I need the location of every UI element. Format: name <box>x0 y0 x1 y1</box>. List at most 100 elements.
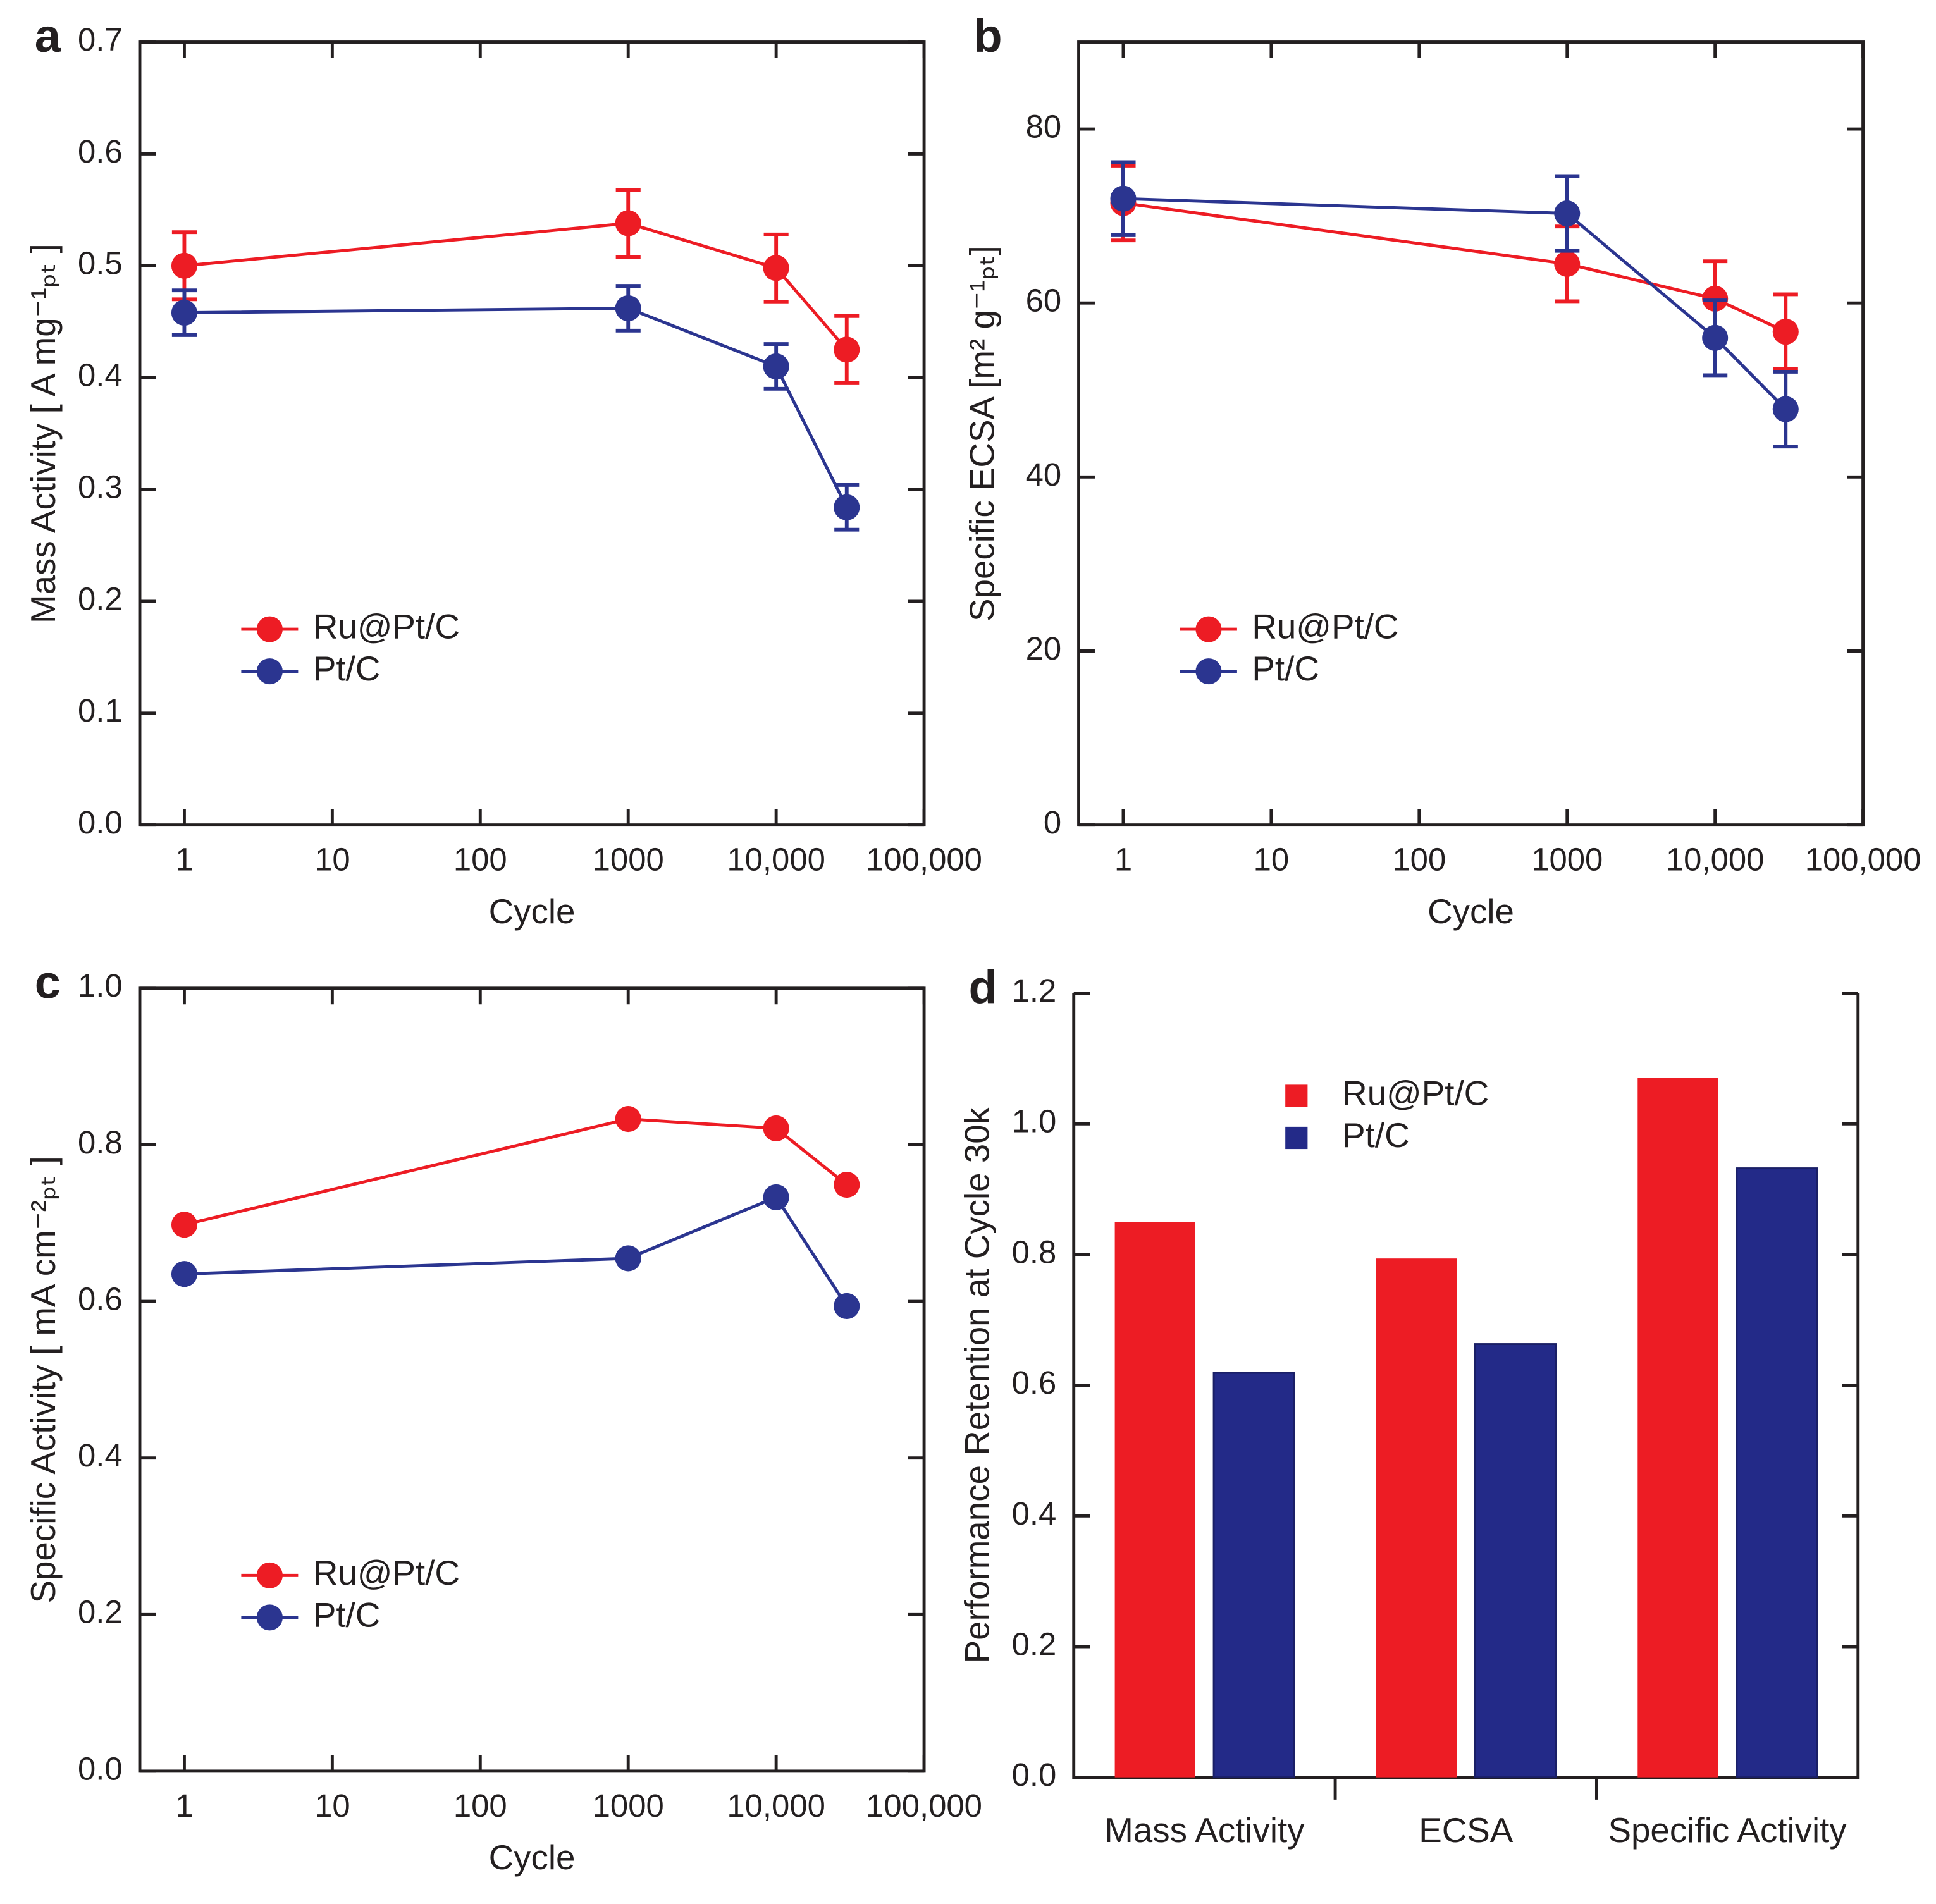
data-point <box>1772 396 1799 422</box>
data-point <box>615 1245 641 1272</box>
x-axis-title: Cycle <box>489 1838 576 1877</box>
y-tick-label: 1.0 <box>1012 1103 1057 1139</box>
y-tick-label: 0.0 <box>78 1750 123 1786</box>
x-tick-label: 10 <box>314 1788 350 1824</box>
x-tick-label: Specific Activity <box>1608 1810 1847 1850</box>
data-point <box>1772 319 1799 345</box>
y-tick-label: 40 <box>1026 457 1062 493</box>
data-point <box>834 336 860 363</box>
legend-marker <box>256 1562 283 1588</box>
data-point <box>834 1293 860 1320</box>
x-tick-label: 100,000 <box>866 842 982 878</box>
y-tick-label: 20 <box>1026 630 1062 666</box>
x-tick-label: 10,000 <box>727 1788 825 1824</box>
y-tick-label: 0.4 <box>78 357 123 393</box>
panel-letter: c <box>35 956 61 1009</box>
series-line <box>183 1117 848 1227</box>
x-tick-label: 10 <box>314 842 350 878</box>
x-tick-label: 100 <box>453 1788 507 1824</box>
y-tick-label: 0.8 <box>1012 1234 1057 1270</box>
y-tick-label: 0.0 <box>78 804 123 840</box>
legend-swatch <box>1285 1126 1308 1150</box>
y-tick-label: 0.6 <box>78 133 123 169</box>
y-tick-label: 60 <box>1026 283 1062 319</box>
legend-marker <box>256 658 283 685</box>
panel: b 0 20 40 60 80 Specific ECSA [m² g⁻¹ₚₜ] 1 10 100… <box>962 9 1921 931</box>
y-tick-label: 0.2 <box>78 580 123 617</box>
y-tick-label: 0.7 <box>78 21 123 58</box>
legend-marker <box>256 616 283 642</box>
data-point <box>615 1106 641 1133</box>
x-axis-title: Cycle <box>1427 892 1514 931</box>
y-axis-title: Specific Activity [ mA cm⁻²ₚₜ ] <box>23 1156 63 1603</box>
series-line <box>184 221 848 351</box>
y-tick-label: 0.4 <box>1012 1496 1057 1532</box>
y-axis-title: Performance Retention at Cycle 30k <box>958 1107 997 1663</box>
panel: a 0.0 0.1 0.2 0.3 0.4 0.5 0.6 0.7 Mass Activity [… <box>23 9 982 931</box>
legend-label: Ru@Pt/C <box>313 607 460 646</box>
axis-frame <box>138 986 926 1773</box>
series-line <box>1123 197 1787 410</box>
x-tick-label: 100 <box>1392 842 1446 878</box>
x-tick-label: 1000 <box>593 842 664 878</box>
y-tick-label: 80 <box>1026 109 1062 145</box>
x-tick-label: 10,000 <box>1666 842 1765 878</box>
data-point <box>171 1212 197 1238</box>
data-point <box>1554 200 1581 227</box>
y-tick-label: 0.4 <box>78 1437 123 1473</box>
panel: c 0.0 0.2 0.4 0.6 0.8 1.0 Specific Activity [ m… <box>23 956 982 1877</box>
legend-label: Pt/C <box>313 1595 380 1634</box>
axis-frame <box>1077 40 1865 827</box>
y-tick-label: 0.1 <box>78 692 123 728</box>
y-tick-label: 0.0 <box>1012 1757 1057 1793</box>
y-axis-title: Specific ECSA [m² g⁻¹ₚₜ] <box>962 245 1001 622</box>
x-tick-label: 10 <box>1254 842 1290 878</box>
series-line <box>1123 201 1787 333</box>
x-tick-label: Mass Activity <box>1104 1810 1305 1850</box>
panel: d 0.0 0.2 0.4 0.6 0.8 1.0 1.2 Performance Retent… <box>958 961 1860 1850</box>
legend-label: Ru@Pt/C <box>1342 1073 1489 1112</box>
data-point <box>615 295 641 322</box>
data-point <box>834 1172 860 1198</box>
panel-letter: b <box>973 9 1002 62</box>
data-point <box>1110 185 1137 212</box>
legend-label: Pt/C <box>313 649 380 688</box>
legend-label: Pt/C <box>1342 1115 1409 1155</box>
y-tick-label: 0.8 <box>78 1124 123 1160</box>
x-tick-label: ECSA <box>1419 1810 1514 1850</box>
bar <box>1474 1343 1557 1779</box>
x-tick-label: 100 <box>453 842 507 878</box>
data-point <box>763 353 789 379</box>
data-point <box>615 210 641 236</box>
series-line <box>184 307 848 508</box>
y-tick-label: 0.6 <box>1012 1365 1057 1401</box>
data-point <box>171 252 197 279</box>
y-tick-label: 0.2 <box>78 1594 123 1630</box>
y-tick-label: 1.0 <box>78 967 123 1004</box>
data-point <box>763 1115 789 1141</box>
panel-letter: d <box>968 961 997 1013</box>
legend-marker <box>1195 616 1222 642</box>
x-tick-label: 100,000 <box>866 1788 982 1824</box>
x-tick-label: 1000 <box>1531 842 1603 878</box>
legend-swatch <box>1285 1084 1308 1107</box>
legend-marker <box>256 1604 283 1631</box>
x-tick-label: 1000 <box>593 1788 664 1824</box>
legend-marker <box>1195 658 1222 685</box>
y-tick-label: 0.3 <box>78 469 123 505</box>
data-point <box>834 494 860 520</box>
data-point <box>171 1261 197 1287</box>
x-tick-label: 1 <box>175 1788 193 1824</box>
y-tick-label: 0.6 <box>78 1281 123 1317</box>
x-tick-label: 1 <box>1114 842 1132 878</box>
data-point <box>1702 324 1729 351</box>
x-tick-label: 1 <box>175 842 193 878</box>
bar <box>1114 1222 1195 1778</box>
bar <box>1376 1258 1457 1778</box>
x-axis-title: Cycle <box>489 892 576 931</box>
bar <box>1637 1078 1718 1778</box>
legend-label: Pt/C <box>1252 649 1319 688</box>
y-tick-label: 0.5 <box>78 245 123 281</box>
